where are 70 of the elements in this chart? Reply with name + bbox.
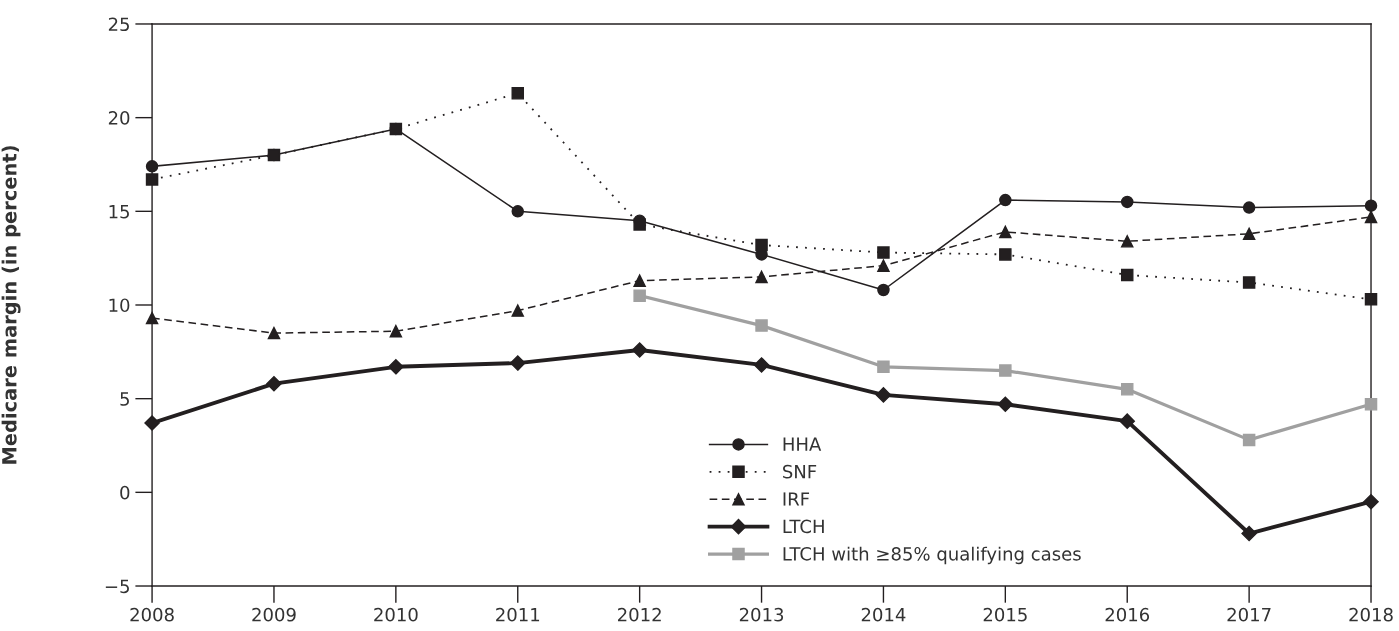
y-axis-title: Medicare margin (in percent) [1, 146, 21, 464]
point [389, 324, 403, 338]
point [1241, 525, 1257, 542]
point [1119, 413, 1135, 429]
y-tick-label: −5 [105, 579, 129, 594]
point [755, 238, 768, 252]
point [145, 173, 159, 186]
point [145, 160, 159, 173]
point [875, 387, 892, 403]
point [145, 311, 159, 325]
point [1120, 383, 1134, 396]
point [997, 396, 1014, 413]
point [753, 357, 770, 373]
point [877, 283, 890, 297]
x-tick-label: 2011 [496, 607, 540, 622]
point [1242, 433, 1256, 447]
point [877, 360, 890, 374]
point [511, 304, 525, 317]
point [267, 326, 281, 340]
point [1120, 235, 1134, 248]
x-tick-label: 2013 [739, 607, 784, 622]
point [999, 225, 1012, 239]
legend-label: IRF [783, 492, 810, 506]
point [389, 122, 403, 136]
x-tick-label: 2008 [130, 607, 174, 622]
x-tick-label: 2018 [1349, 607, 1393, 622]
x-tick-label: 2010 [374, 607, 418, 622]
point [1363, 493, 1379, 510]
point [999, 248, 1012, 261]
point [633, 218, 646, 231]
x-tick-label: 2015 [983, 607, 1027, 622]
point [1364, 210, 1378, 224]
point [999, 364, 1012, 377]
point [633, 289, 646, 302]
y-tick-label: 0 [120, 485, 130, 500]
point [755, 319, 768, 332]
y-tick-label: 25 [108, 17, 129, 32]
point [1120, 268, 1134, 282]
x-tick-label: 2012 [618, 607, 661, 622]
point [1364, 293, 1378, 306]
x-tick-label: 2017 [1227, 607, 1271, 622]
point [1364, 199, 1378, 212]
legend-label: HHA [783, 437, 822, 451]
point [144, 415, 160, 431]
point [633, 274, 646, 287]
point [266, 375, 282, 392]
point [511, 205, 525, 218]
x-tick-label: 2014 [861, 607, 906, 622]
point [1364, 398, 1378, 411]
point [1242, 227, 1256, 241]
y-tick-label: 10 [109, 298, 130, 313]
legend-label: SNF [783, 464, 817, 479]
x-tick-label: 2016 [1105, 607, 1150, 622]
point [999, 193, 1012, 207]
point [509, 355, 526, 371]
point [877, 259, 890, 272]
point [631, 342, 648, 358]
legend-label: LTCH [783, 519, 824, 534]
point [388, 359, 404, 375]
point [511, 87, 525, 100]
point [1242, 276, 1256, 289]
x-tick-label: 2009 [252, 607, 296, 622]
point [1120, 195, 1134, 209]
legend-label: LTCH with ≥85% qualifying cases [783, 546, 1081, 565]
point [755, 270, 768, 284]
point [877, 246, 890, 259]
y-tick-label: 20 [108, 111, 130, 125]
y-tick-label: 15 [109, 205, 129, 219]
point [1242, 201, 1256, 214]
y-tick-label: 5 [120, 392, 129, 406]
